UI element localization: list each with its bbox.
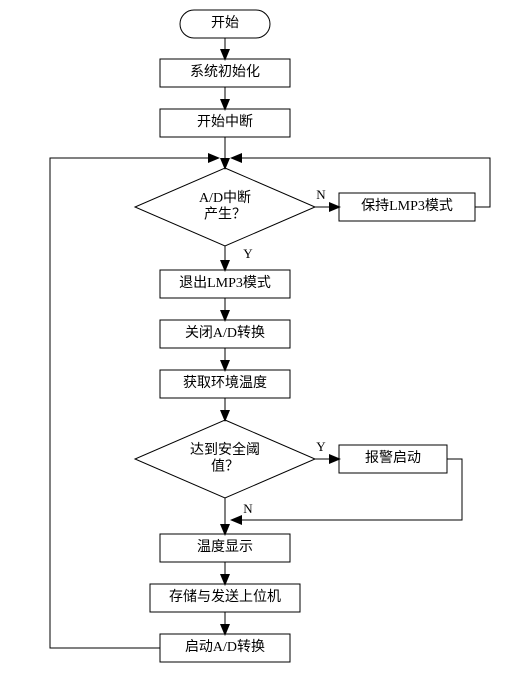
edge-label-11: N: [243, 501, 253, 516]
node-label-intr: 开始中断: [197, 114, 253, 130]
node-exit: 退出LMP3模式: [160, 270, 290, 298]
node-label-init: 系统初始化: [190, 63, 260, 80]
node-ad_q: A/D中断产生？: [135, 168, 315, 246]
node-keep: 保持LMP3模式: [339, 193, 475, 221]
node-label-closeAD: 关闭A/D转换: [185, 324, 265, 341]
node-intr: 开始中断: [160, 109, 290, 137]
node-store: 存储与发送上位机: [150, 584, 300, 612]
node-label-store: 存储与发送上位机: [169, 589, 281, 605]
node-closeAD: 关闭A/D转换: [160, 320, 290, 348]
edge-label-9: Y: [316, 439, 326, 454]
node-startAD: 启动A/D转换: [160, 634, 290, 662]
node-thr_q: 达到安全阈值？: [135, 420, 315, 498]
node-label-start: 开始: [211, 15, 239, 31]
node-label-exit: 退出LMP3模式: [179, 275, 271, 291]
node-label-alarm: 报警启动: [365, 450, 421, 466]
node-start: 开始: [180, 10, 270, 38]
node-gettemp: 获取环境温度: [160, 370, 290, 398]
edge-label-5: Y: [243, 246, 253, 261]
node-label-show: 温度显示: [197, 539, 253, 555]
node-show: 温度显示: [160, 534, 290, 562]
flowchart-canvas: 开始系统初始化开始中断 A/D中断产生？ 保持LMP3模式退出LMP3模式关闭A/D…: [0, 0, 519, 689]
edge-label-3: N: [316, 187, 326, 202]
node-label-gettemp: 获取环境温度: [183, 375, 267, 391]
node-label-startAD: 启动A/D转换: [185, 638, 265, 655]
node-init: 系统初始化: [160, 59, 290, 87]
node-label-keep: 保持LMP3模式: [361, 198, 453, 214]
node-alarm: 报警启动: [339, 445, 447, 473]
